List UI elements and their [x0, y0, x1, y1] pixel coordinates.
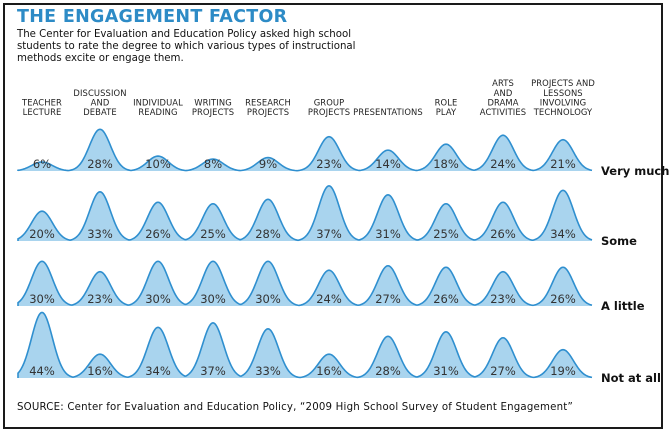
percent-label: 6%: [33, 157, 51, 171]
percent-label: 20%: [29, 227, 55, 241]
percent-label: 18%: [433, 157, 459, 171]
percent-label: 9%: [259, 157, 277, 171]
percent-label: 34%: [550, 227, 576, 241]
percent-label: 31%: [375, 227, 401, 241]
percent-label: 26%: [550, 292, 576, 306]
percent-label: 27%: [490, 364, 516, 378]
percent-label: 30%: [145, 292, 171, 306]
row-area-line: [17, 260, 593, 307]
category-label: INDIVIDUAL READING: [133, 97, 183, 117]
percent-label: 26%: [433, 292, 459, 306]
percent-label: 28%: [87, 157, 113, 171]
percent-label: 30%: [29, 292, 55, 306]
percent-label: 10%: [145, 157, 171, 171]
percent-label: 28%: [375, 364, 401, 378]
category-label: ARTS AND DRAMA ACTIVITIES: [480, 78, 526, 117]
percent-label: 25%: [200, 227, 226, 241]
category-label: RESEARCH PROJECTS: [245, 97, 291, 117]
row-area-line: [17, 128, 593, 172]
percent-label: 27%: [375, 292, 401, 306]
percent-label: 44%: [29, 364, 55, 378]
category-label: ROLE PLAY: [435, 97, 458, 117]
source-note: SOURCE: Center for Evaluation and Educat…: [17, 402, 573, 413]
percent-label: 14%: [375, 157, 401, 171]
row-label: Very much: [601, 164, 669, 178]
percent-label: 19%: [550, 364, 576, 378]
percent-label: 33%: [255, 364, 281, 378]
percent-label: 33%: [87, 227, 113, 241]
percent-label: 31%: [433, 364, 459, 378]
percent-label: 24%: [316, 292, 342, 306]
row-label: A little: [601, 299, 645, 313]
percent-label: 25%: [433, 227, 459, 241]
percent-label: 24%: [490, 157, 516, 171]
row-label: Not at all: [601, 371, 661, 385]
category-label: PRESENTATIONS: [353, 107, 423, 117]
percent-label: 30%: [200, 292, 226, 306]
row-label: Some: [601, 234, 637, 248]
percent-label: 37%: [316, 227, 342, 241]
percent-label: 23%: [87, 292, 113, 306]
percent-label: 30%: [255, 292, 281, 306]
row-area-fill: [18, 312, 592, 378]
category-label: WRITING PROJECTS: [192, 97, 234, 117]
percent-label: 34%: [145, 364, 171, 378]
row-area-fill: [18, 129, 592, 171]
row-area-line: [17, 185, 593, 242]
row-area-fill: [18, 261, 592, 306]
category-label: DISCUSSION AND DEBATE: [73, 88, 126, 117]
percent-label: 8%: [204, 157, 222, 171]
percent-label: 23%: [316, 157, 342, 171]
percent-label: 28%: [255, 227, 281, 241]
percent-label: 16%: [87, 364, 113, 378]
chart-title: THE ENGAGEMENT FACTOR: [17, 7, 288, 27]
row-area-fill: [18, 185, 592, 241]
percent-label: 16%: [316, 364, 342, 378]
percent-label: 37%: [200, 364, 226, 378]
row-area-line: [17, 311, 593, 379]
percent-label: 26%: [145, 227, 171, 241]
percent-label: 21%: [550, 157, 576, 171]
category-label: TEACHER LECTURE: [21, 97, 62, 117]
percent-label: 23%: [490, 292, 516, 306]
percent-label: 26%: [490, 227, 516, 241]
category-label: GROUP PROJECTS: [308, 97, 350, 117]
chart-subtitle: The Center for Evaluation and Education …: [17, 29, 356, 64]
category-label: PROJECTS AND LESSONS INVOLVING TECHNOLOGY: [531, 78, 595, 117]
